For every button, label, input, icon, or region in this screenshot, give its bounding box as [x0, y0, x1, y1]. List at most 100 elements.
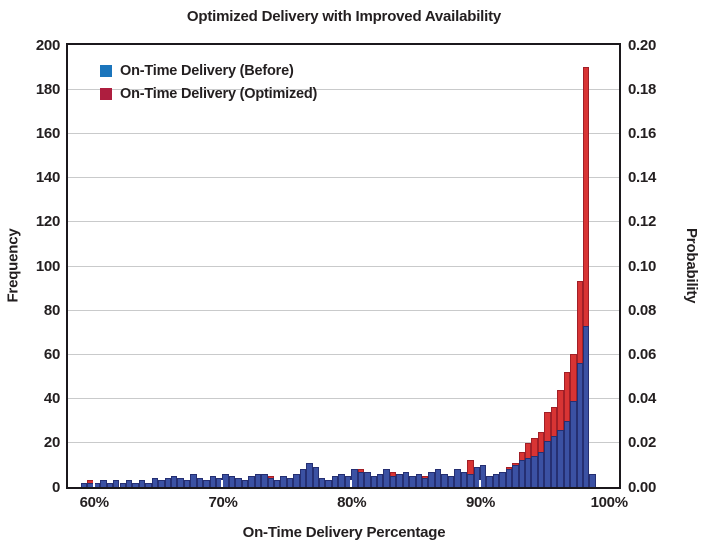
- y-tick-label-left: 40: [43, 390, 60, 408]
- bar-optimized: [582, 67, 590, 487]
- bar-before: [557, 429, 564, 487]
- bar-before: [570, 400, 577, 487]
- bar-before: [479, 464, 487, 487]
- bar-before: [473, 467, 480, 487]
- bar-before: [164, 478, 171, 487]
- bar-before: [132, 482, 139, 487]
- x-tick-mark: [478, 480, 481, 487]
- bar-before: [248, 475, 255, 487]
- bar-before: [357, 471, 365, 487]
- bar-before: [389, 475, 397, 487]
- x-tick-label: 60%: [79, 494, 109, 511]
- bar-before: [434, 469, 442, 487]
- bar-before: [518, 460, 526, 487]
- bar-before: [273, 480, 281, 487]
- bar-before: [325, 480, 332, 487]
- bar-before: [492, 473, 500, 487]
- x-axis-label: On-Time Delivery Percentage: [242, 524, 446, 541]
- y-tick-label-right: 0.06: [628, 345, 656, 363]
- bar-before: [428, 471, 435, 487]
- bar-before: [486, 475, 493, 487]
- bar-before: [241, 480, 249, 487]
- y-tick-label-left: 120: [35, 213, 60, 231]
- bar-before: [396, 473, 403, 487]
- gridline: [68, 353, 619, 355]
- bar-before: [145, 482, 152, 487]
- y-tick-label-left: 80: [43, 301, 60, 319]
- bar-before: [415, 473, 423, 487]
- bar-before: [299, 469, 307, 487]
- y-tick-label-right: 0.02: [628, 434, 656, 452]
- bar-before: [151, 478, 159, 487]
- x-tick-label: 80%: [337, 494, 367, 511]
- bar-before: [312, 467, 320, 487]
- bar-before: [306, 462, 313, 487]
- y-axis-label-right: Probability: [683, 228, 700, 304]
- bar-before: [170, 475, 178, 487]
- chart-title: Optimized Delivery with Improved Availab…: [186, 8, 502, 25]
- bar-before: [460, 471, 468, 487]
- bar-before: [364, 471, 371, 487]
- y-tick-label-left: 100: [35, 257, 60, 275]
- gridline: [68, 177, 619, 179]
- bar-before: [235, 478, 242, 487]
- bar-before: [351, 469, 358, 487]
- y-tick-label-right: 0.00: [628, 478, 656, 496]
- bar-before: [563, 420, 571, 487]
- plot-area: On-Time Delivery (Before) On-Time Delive…: [66, 43, 621, 489]
- bar-before: [203, 480, 210, 487]
- x-tick-label: 70%: [208, 494, 238, 511]
- bar-before: [190, 473, 197, 487]
- bar-before: [589, 473, 596, 487]
- bar-before: [331, 475, 339, 487]
- bar-before: [531, 456, 538, 487]
- y-tick-label-right: 0.10: [628, 257, 656, 275]
- bar-before: [267, 478, 274, 487]
- bar-before: [370, 475, 377, 487]
- y-tick-label-right: 0.04: [628, 390, 656, 408]
- y-tick-label-left: 160: [35, 124, 60, 142]
- gridline: [68, 309, 619, 311]
- gridline: [68, 132, 619, 134]
- bar-before: [293, 473, 300, 487]
- bar-before: [447, 475, 455, 487]
- bar-before: [402, 471, 410, 487]
- bar-before: [196, 478, 204, 487]
- bar-before: [228, 475, 236, 487]
- legend-item-before: On-Time Delivery (Before): [100, 63, 317, 79]
- x-tick-mark: [350, 480, 353, 487]
- bar-before: [254, 473, 262, 487]
- legend-label-before: On-Time Delivery (Before): [120, 63, 294, 79]
- bar-before: [183, 480, 191, 487]
- bar-before: [376, 473, 384, 487]
- y-tick-label-right: 0.20: [628, 36, 656, 54]
- x-tick-label: 90%: [465, 494, 496, 511]
- gridline: [68, 221, 619, 223]
- bar-before: [338, 473, 345, 487]
- y-tick-label-left: 180: [35, 80, 60, 98]
- x-tick-mark: [221, 480, 224, 487]
- x-tick-label: 100%: [590, 494, 628, 511]
- bar-before: [113, 480, 120, 487]
- y-tick-label-left: 0: [51, 478, 60, 496]
- bar-before: [261, 473, 268, 487]
- bar-before: [422, 478, 429, 487]
- y-tick-label-right: 0.08: [628, 301, 656, 319]
- gridline: [68, 88, 619, 90]
- gridline: [68, 442, 619, 444]
- bar-before: [106, 482, 114, 487]
- bar-before: [505, 469, 513, 487]
- bar-before: [544, 440, 551, 487]
- bar-optimized: [467, 460, 474, 487]
- y-tick-label-right: 0.14: [628, 169, 656, 187]
- bar-before: [80, 482, 88, 487]
- bar-before: [525, 458, 532, 487]
- x-tick-mark: [92, 480, 95, 487]
- bar-before: [512, 464, 519, 487]
- bar-before: [286, 478, 294, 487]
- bar-before: [138, 480, 146, 487]
- gridline: [68, 398, 619, 400]
- y-tick-label-left: 200: [35, 36, 60, 54]
- y-tick-label-left: 60: [43, 345, 60, 363]
